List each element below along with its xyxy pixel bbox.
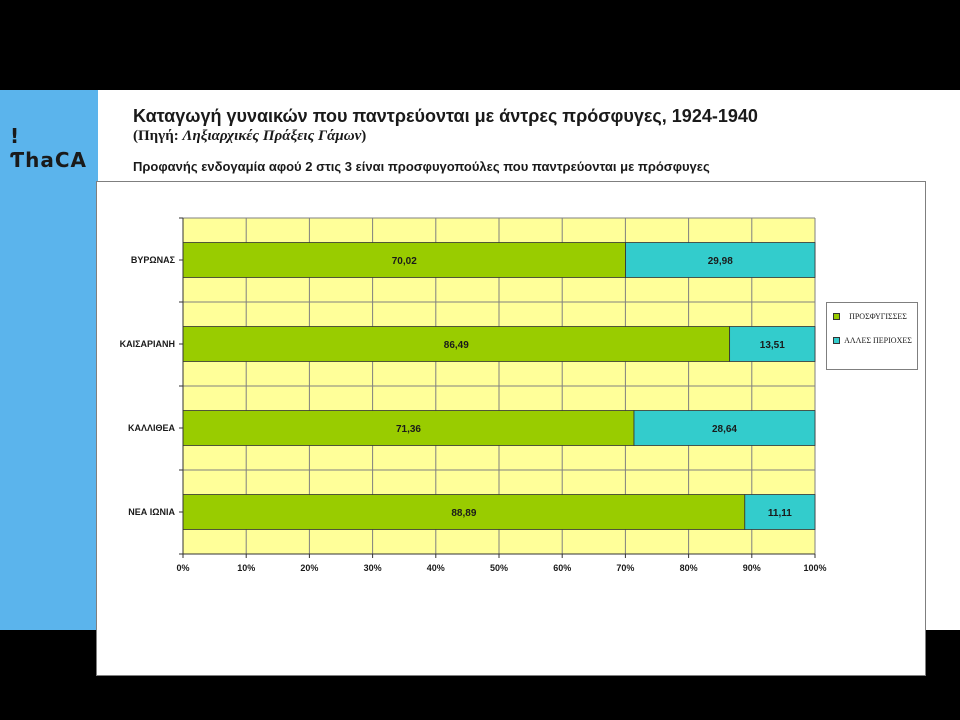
category-label: ΚΑΛΛΙΘΕΑ (128, 423, 176, 433)
x-tick-label: 100% (803, 563, 826, 573)
x-tick-label: 40% (427, 563, 445, 573)
legend-item-series-1: ΠΡΟΣΦΥΓΙΣΣΕΣ (833, 312, 913, 321)
legend-swatch-series-1 (833, 313, 840, 320)
chart-legend: ΠΡΟΣΦΥΓΙΣΣΕΣ ΑΛΛΕΣ ΠΕΡΙΟΧΕΣ (826, 302, 918, 370)
x-tick-label: 80% (680, 563, 698, 573)
bar-series-1 (182, 410, 635, 446)
bar-series-1 (182, 326, 731, 362)
side-band: !ƬhaCA (0, 90, 98, 630)
chart-box: 70,02 29,98 ΒΥΡΩΝΑΣ 86,49 13,51 ΚΑΙΣΑΡΙΑΝΗ 71,… (96, 181, 926, 676)
bar-series-2 (744, 494, 816, 530)
bar-data-label: 71,36 (396, 424, 421, 435)
bar-series-2 (633, 410, 816, 446)
x-tick-label: 60% (553, 563, 571, 573)
source-prefix: (Πηγή: (133, 128, 183, 144)
bar-data-label: 88,89 (451, 508, 476, 519)
bar-data-label: 11,11 (768, 508, 792, 519)
bar-series-1 (182, 242, 626, 278)
ithaca-logo: !ƬhaCA (10, 124, 88, 172)
bar-series-2 (729, 326, 816, 362)
bar-data-label: 29,98 (708, 256, 733, 267)
legend-swatch-series-2 (833, 337, 840, 344)
x-tick-label: 70% (616, 563, 634, 573)
x-tick-label: 20% (300, 563, 318, 573)
legend-item-series-2: ΑΛΛΕΣ ΠΕΡΙΟΧΕΣ (833, 336, 913, 345)
bar-series-1 (182, 494, 746, 530)
x-tick-label: 30% (364, 563, 382, 573)
category-label: ΒΥΡΩΝΑΣ (131, 255, 176, 265)
legend-label-series-2: ΑΛΛΕΣ ΠΕΡΙΟΧΕΣ (844, 336, 912, 345)
legend-label-series-1: ΠΡΟΣΦΥΓΙΣΣΕΣ (849, 312, 907, 321)
bar-series-2 (625, 242, 816, 278)
source-suffix: ) (361, 128, 367, 144)
x-tick-label: 10% (237, 563, 255, 573)
category-label: ΚΑΙΣΑΡΙΑΝΗ (120, 339, 175, 349)
slide: !ƬhaCA Καταγωγή γυναικών που παντρεύοντα… (0, 90, 960, 676)
bar-data-label: 28,64 (712, 424, 737, 435)
category-label: ΝΕΑ ΙΩΝΙΑ (128, 507, 175, 517)
source-line: (Πηγή: Ληξιαρχικές Πράξεις Γάμων) (133, 128, 733, 145)
x-tick-label: 90% (743, 563, 761, 573)
bar-data-label: 13,51 (760, 340, 785, 351)
bar-data-label: 86,49 (444, 340, 469, 351)
x-tick-label: 50% (490, 563, 508, 573)
slide-subtitle: Προφανής ενδογαμία αφού 2 στις 3 είναι π… (133, 159, 710, 174)
bar-data-label: 70,02 (392, 256, 417, 267)
x-tick-label: 0% (176, 563, 189, 573)
source-title: Ληξιαρχικές Πράξεις Γάμων (182, 128, 362, 144)
stacked-bar-chart: 70,02 29,98 ΒΥΡΩΝΑΣ 86,49 13,51 ΚΑΙΣΑΡΙΑΝΗ 71,… (120, 217, 827, 573)
slide-title: Καταγωγή γυναικών που παντρεύονται με άν… (133, 106, 758, 126)
